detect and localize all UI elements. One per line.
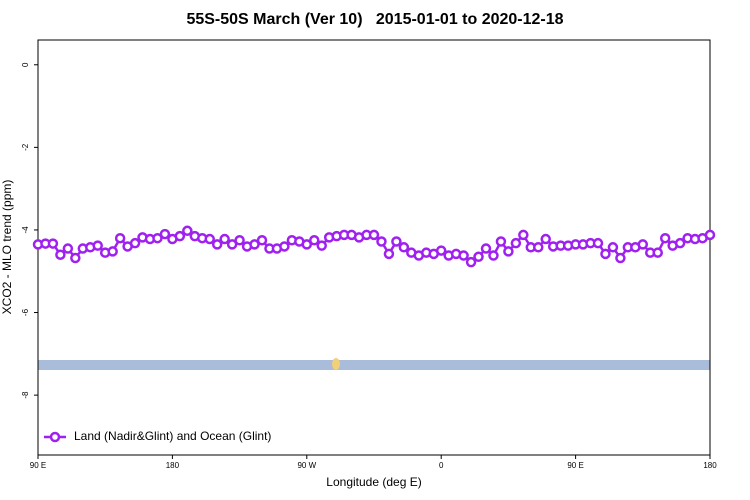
point [55, 249, 66, 260]
legend-label: Land (Nadir&Glint) and Ocean (Glint) [74, 429, 271, 443]
point [458, 250, 469, 261]
y-tick-label: -2 [21, 143, 30, 151]
point [473, 251, 484, 263]
point [70, 252, 81, 264]
point [316, 240, 327, 251]
point [435, 245, 447, 256]
point [234, 235, 245, 246]
y-tick-label: -6 [21, 308, 30, 316]
point [174, 230, 186, 242]
band [38, 360, 710, 370]
point [211, 239, 223, 250]
point [600, 248, 611, 260]
point [114, 232, 126, 244]
point [465, 256, 477, 268]
point [279, 241, 290, 252]
point [301, 239, 313, 250]
point [182, 225, 193, 237]
point [204, 233, 215, 245]
point [92, 240, 103, 251]
point [256, 235, 268, 246]
y-tick-label: -8 [21, 391, 30, 399]
point [637, 239, 649, 250]
point [518, 229, 529, 241]
point [376, 236, 387, 247]
point [503, 246, 514, 257]
point [219, 233, 230, 245]
point [704, 229, 716, 241]
point [129, 237, 141, 249]
point [391, 236, 402, 247]
x-tick-label: 90 E [567, 461, 583, 470]
point [62, 243, 74, 254]
point [398, 242, 410, 253]
point [495, 236, 507, 247]
point [510, 237, 522, 249]
x-tick-label: 180 [703, 461, 717, 470]
x-tick-label: 90 E [30, 461, 46, 470]
y-tick-label: -4 [21, 226, 30, 234]
x-tick-label: 0 [439, 461, 444, 470]
point [107, 246, 118, 257]
chart-title: 55S-50S March (Ver 10) 2015-01-01 to 202… [186, 11, 563, 28]
x-tick-label: 180 [166, 461, 180, 470]
point [674, 237, 686, 249]
point [592, 237, 604, 249]
x-axis-label: Longitude (deg E) [326, 475, 421, 489]
y-axis-label: XCO2 - MLO trend (ppm) [0, 180, 14, 315]
point [533, 242, 544, 253]
point [226, 239, 238, 250]
point [615, 252, 626, 264]
point [540, 233, 551, 245]
point [488, 250, 499, 261]
point [159, 228, 171, 240]
blob [332, 358, 340, 370]
point [309, 235, 320, 246]
point [659, 232, 671, 244]
point [383, 248, 395, 260]
point [652, 247, 663, 258]
x-tick-label: 90 W [297, 461, 316, 470]
point [152, 232, 163, 244]
y-tick-label: 0 [21, 62, 30, 67]
point [368, 229, 380, 241]
point [480, 243, 492, 254]
point [607, 242, 619, 253]
point [47, 238, 59, 249]
point [249, 239, 260, 250]
legend-marker [49, 431, 61, 443]
